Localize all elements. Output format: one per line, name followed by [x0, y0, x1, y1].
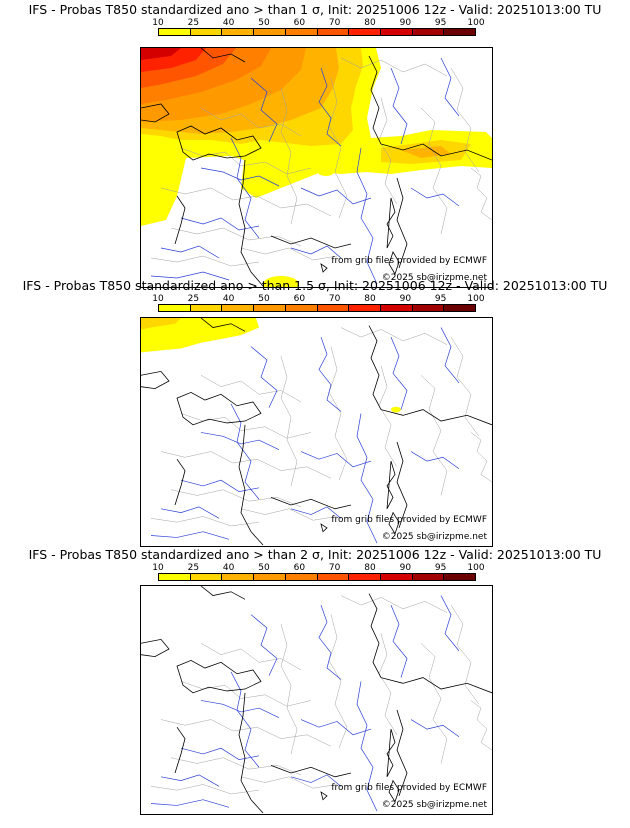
legend-tick-label: 95 — [434, 294, 447, 304]
legend-tick-label: 90 — [399, 18, 412, 28]
legend-tick-label: 80 — [364, 294, 376, 304]
legend-swatch — [285, 574, 318, 580]
legend-swatch — [285, 305, 318, 311]
legend-swatch — [159, 305, 191, 311]
legend-tick-label: 80 — [364, 18, 376, 28]
legend-swatch — [190, 305, 223, 311]
legend-tick-label: 60 — [293, 294, 306, 304]
legend-tick-label: 10 — [152, 294, 164, 304]
legend-colorbar — [158, 304, 476, 312]
legend-swatch — [412, 305, 445, 311]
legend-swatch — [285, 29, 318, 35]
legend-swatch — [412, 574, 445, 580]
legend-tick-label: 50 — [258, 294, 270, 304]
credit-source: from grib files provided by ECMWF — [331, 783, 487, 793]
prob-area-90 — [141, 48, 181, 60]
legend-tick-label: 90 — [399, 294, 412, 304]
legend-swatch — [444, 29, 476, 35]
prob-area-10 — [141, 318, 259, 353]
legend-swatch — [349, 29, 381, 35]
legend-swatch — [159, 29, 191, 35]
legend-swatch — [380, 29, 413, 35]
legend-swatch — [254, 574, 286, 580]
legend-tick-label: 60 — [293, 18, 306, 28]
panel-sigma-1-5: IFS - Probas T850 standardized ano > tha… — [0, 278, 630, 547]
legend-swatch — [380, 574, 413, 580]
map-svg — [141, 318, 492, 546]
credit-source: from grib files provided by ECMWF — [331, 515, 487, 525]
probability-map: from grib files provided by ECMWF ©2025 … — [140, 317, 493, 547]
prob-area-south — [263, 276, 299, 287]
legend-labels: 10 25 40 50 60 70 80 90 95 100 — [152, 294, 484, 304]
legend-colorbar — [158, 573, 476, 581]
legend-swatch — [254, 305, 286, 311]
probability-map: from grib files provided by ECMWF ©2025 … — [140, 47, 493, 288]
panel-title: IFS - Probas T850 standardized ano > tha… — [28, 547, 602, 562]
legend-swatch — [317, 305, 350, 311]
probability-map: from grib files provided by ECMWF ©2025 … — [140, 585, 493, 815]
probability-shading — [141, 318, 401, 413]
legend-tick-label: 25 — [187, 563, 200, 573]
legend-swatch — [444, 574, 476, 580]
legend-tick-label: 50 — [258, 18, 270, 28]
legend-swatch — [222, 305, 255, 311]
legend-labels: 10 25 40 50 60 70 80 90 95 100 — [152, 563, 484, 573]
credit-copyright: ©2025 sb@irizpme.net — [381, 273, 487, 283]
legend-tick-label: 100 — [467, 563, 485, 573]
color-legend: 10 25 40 50 60 70 80 90 95 100 — [152, 294, 485, 314]
legend-tick-label: 50 — [258, 563, 270, 573]
color-legend: 10 25 40 50 60 70 80 90 95 100 — [152, 18, 485, 38]
prob-area-alps — [391, 406, 401, 413]
prob-area-spot — [318, 168, 334, 176]
legend-tick-label: 70 — [328, 563, 341, 573]
legend-swatch — [380, 305, 413, 311]
credit-source: from grib files provided by ECMWF — [331, 256, 487, 266]
legend-swatch — [349, 305, 381, 311]
legend-tick-label: 10 — [152, 563, 164, 573]
legend-tick-label: 90 — [399, 563, 412, 573]
map-svg — [141, 586, 492, 814]
geography-layer — [141, 318, 492, 546]
legend-swatch — [190, 574, 223, 580]
map-svg — [141, 48, 492, 287]
legend-swatch — [254, 29, 286, 35]
panel-title: IFS - Probas T850 standardized ano > tha… — [28, 2, 602, 17]
legend-swatch — [222, 29, 255, 35]
legend-tick-label: 10 — [152, 18, 164, 28]
panel-sigma-2: IFS - Probas T850 standardized ano > tha… — [0, 547, 630, 816]
legend-tick-label: 95 — [434, 563, 447, 573]
prob-area-25 — [141, 318, 181, 330]
legend-tick-label: 70 — [328, 294, 341, 304]
legend-swatch — [159, 574, 191, 580]
legend-swatch — [444, 305, 476, 311]
legend-swatch — [190, 29, 223, 35]
legend-tick-label: 95 — [434, 18, 447, 28]
legend-swatch — [349, 574, 381, 580]
legend-colorbar — [158, 28, 476, 36]
color-legend: 10 25 40 50 60 70 80 90 95 100 — [152, 563, 485, 583]
legend-swatch — [412, 29, 445, 35]
legend-tick-label: 80 — [364, 563, 376, 573]
legend-tick-label: 70 — [328, 18, 341, 28]
legend-swatch — [222, 574, 255, 580]
prob-area-alps-40 — [401, 146, 451, 158]
legend-tick-label: 100 — [467, 294, 485, 304]
panel-title: IFS - Probas T850 standardized ano > tha… — [22, 278, 608, 293]
panel-sigma-1: IFS - Probas T850 standardized ano > tha… — [0, 2, 630, 288]
legend-tick-label: 40 — [222, 18, 235, 28]
credit-copyright: ©2025 sb@irizpme.net — [381, 800, 487, 810]
probability-shading — [141, 48, 492, 287]
legend-labels: 10 25 40 50 60 70 80 90 95 100 — [152, 18, 484, 28]
legend-tick-label: 60 — [293, 563, 306, 573]
legend-swatch — [317, 29, 350, 35]
legend-swatch — [317, 574, 350, 580]
legend-tick-label: 40 — [222, 563, 235, 573]
credit-copyright: ©2025 sb@irizpme.net — [381, 532, 487, 542]
legend-tick-label: 40 — [222, 294, 235, 304]
geography-layer — [141, 586, 492, 814]
legend-tick-label: 25 — [187, 18, 200, 28]
legend-tick-label: 25 — [187, 294, 200, 304]
legend-tick-label: 100 — [467, 18, 485, 28]
